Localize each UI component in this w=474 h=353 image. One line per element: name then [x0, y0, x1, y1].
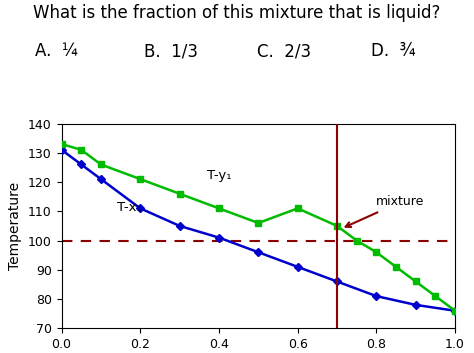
Text: T-y₁: T-y₁ — [207, 169, 232, 182]
Text: D.  ¾: D. ¾ — [371, 42, 416, 60]
Text: B.  1/3: B. 1/3 — [144, 42, 198, 60]
Text: What is the fraction of this mixture that is liquid?: What is the fraction of this mixture tha… — [33, 4, 441, 22]
Text: C.  2/3: C. 2/3 — [257, 42, 311, 60]
Y-axis label: Temperature: Temperature — [9, 182, 22, 270]
Text: A.  ¼: A. ¼ — [36, 42, 78, 60]
Text: mixture: mixture — [346, 196, 425, 227]
Text: T-x₁: T-x₁ — [117, 201, 141, 214]
